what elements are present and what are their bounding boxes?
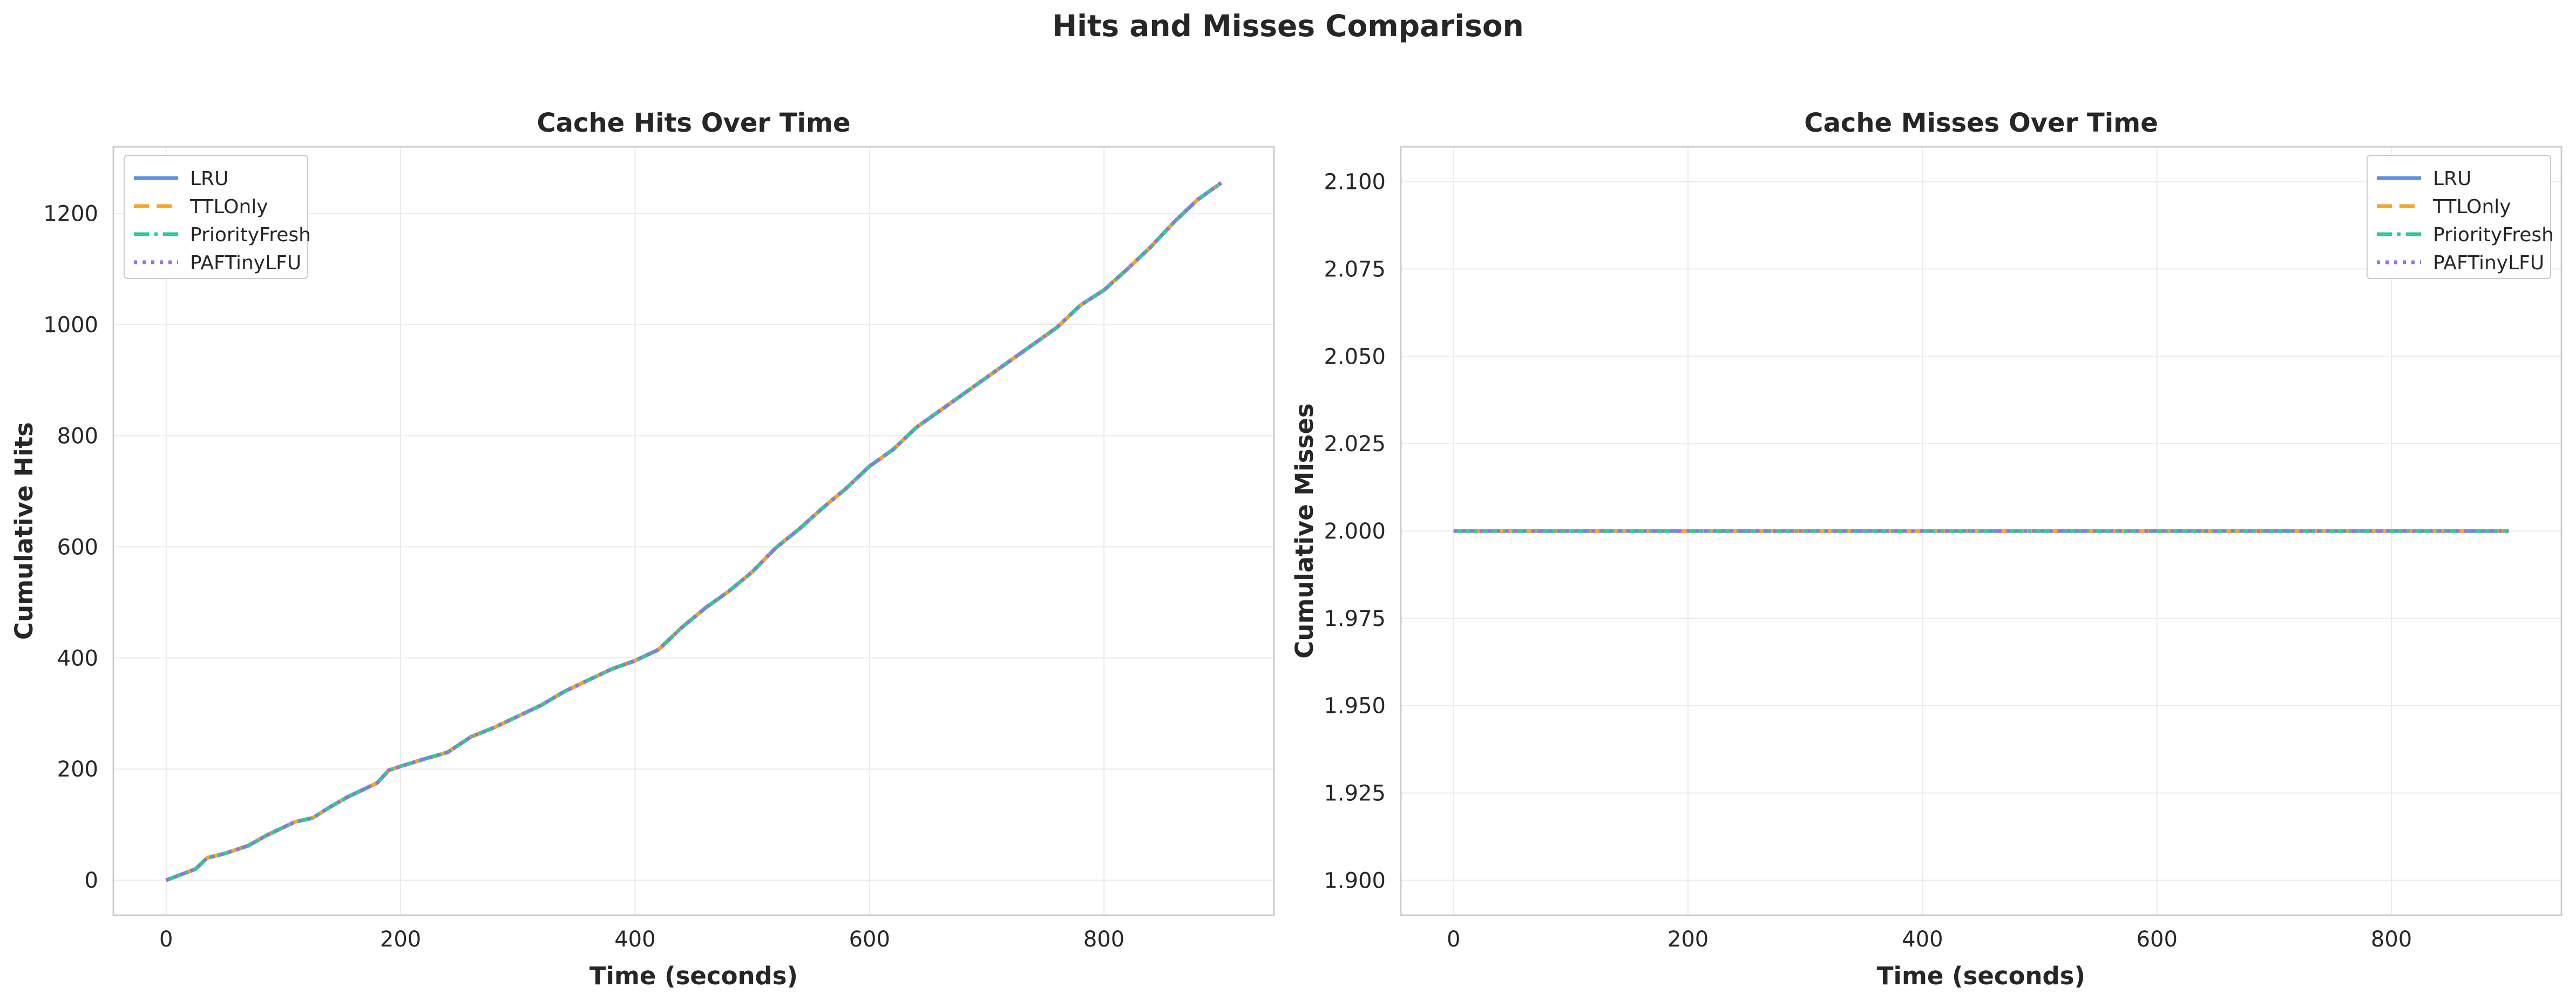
hits-x-tick-label: 200 — [380, 927, 421, 952]
misses-y-tick-label: 1.925 — [1324, 781, 1386, 806]
misses-legend-label-paftinylfu: PAFTinyLFU — [2433, 252, 2544, 274]
misses-y-tick-label: 1.900 — [1324, 868, 1386, 893]
misses-y-tick-label: 2.100 — [1324, 170, 1386, 195]
hits-panel-title: Cache Hits Over Time — [537, 108, 850, 138]
hits-x-tick-label: 600 — [849, 927, 890, 952]
hits-y-tick-label: 400 — [57, 646, 98, 671]
hits-axes-frame — [112, 146, 1275, 916]
misses-panel-title: Cache Misses Over Time — [1804, 108, 2158, 138]
misses-x-tick-label: 600 — [2137, 927, 2178, 952]
misses-y-tick-label: 2.075 — [1324, 257, 1386, 282]
hits-legend-label-lru: LRU — [190, 168, 228, 190]
misses-y-tick-label: 1.950 — [1324, 694, 1386, 719]
hits-legend-label-ttlonly: TTLOnly — [189, 196, 268, 218]
misses-legend-label-priorityfresh: PriorityFresh — [2433, 224, 2554, 246]
misses-y-tick-label: 2.050 — [1324, 344, 1386, 369]
misses-y-tick-label: 1.975 — [1324, 607, 1386, 631]
hits-y-tick-label: 800 — [57, 424, 98, 448]
misses-legend-label-lru: LRU — [2433, 168, 2471, 190]
hits-legend-label-priorityfresh: PriorityFresh — [190, 224, 311, 246]
hits-legend — [124, 155, 308, 279]
misses-axes-frame — [1400, 146, 2563, 916]
misses-x-tick-label: 0 — [1447, 927, 1460, 952]
hits-y-tick-label: 0 — [85, 868, 98, 893]
hits-x-tick-label: 800 — [1083, 927, 1124, 952]
misses-x-tick-label: 200 — [1667, 927, 1709, 952]
misses-x-axis-label: Time (seconds) — [1877, 962, 2085, 990]
misses-y-axis-label: Cumulative Misses — [1290, 403, 1319, 658]
hits-y-axis-label: Cumulative Hits — [10, 422, 38, 640]
misses-y-tick-label: 2.000 — [1324, 519, 1386, 544]
hits-legend-label-paftinylfu: PAFTinyLFU — [190, 252, 301, 274]
hits-x-tick-label: 400 — [614, 927, 655, 952]
hits-y-tick-label: 600 — [57, 535, 98, 560]
misses-x-tick-label: 400 — [1902, 927, 1943, 952]
misses-y-tick-label: 2.025 — [1324, 432, 1386, 457]
misses-x-tick-label: 800 — [2371, 927, 2412, 952]
misses-legend-label-ttlonly: TTLOnly — [2432, 196, 2511, 218]
hits-series-paftinylfu — [165, 181, 1223, 882]
hits-y-tick-label: 200 — [57, 757, 98, 782]
misses-legend — [2367, 155, 2551, 279]
figure-suptitle: Hits and Misses Comparison — [1052, 9, 1524, 43]
hits-y-tick-label: 1000 — [43, 312, 98, 337]
hits-x-axis-label: Time (seconds) — [589, 962, 798, 990]
hits-y-tick-label: 1200 — [43, 202, 98, 227]
hits-x-tick-label: 0 — [159, 927, 173, 952]
